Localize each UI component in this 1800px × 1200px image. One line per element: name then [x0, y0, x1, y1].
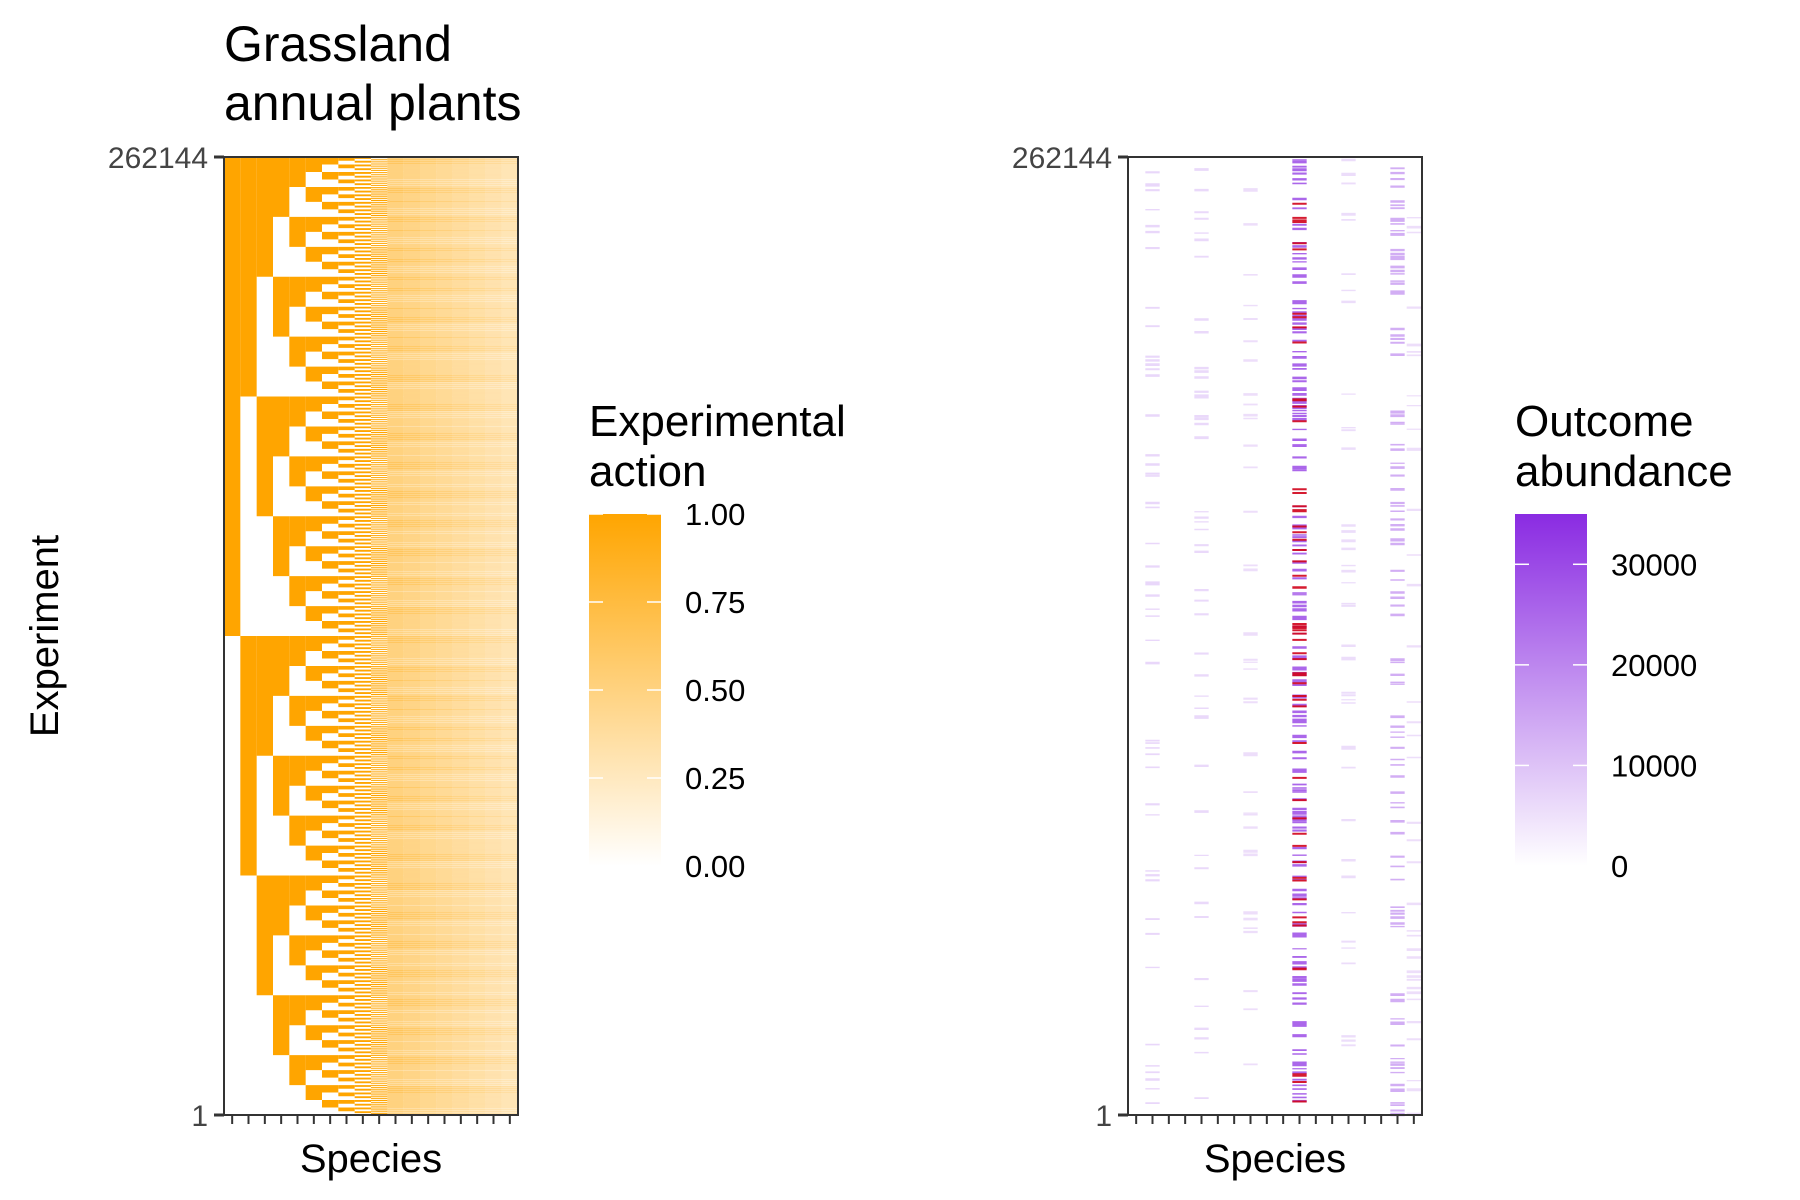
legend-title-line-1: Outcome — [1515, 397, 1694, 446]
species-column-1 — [224, 157, 241, 636]
species-column-15 — [452, 157, 469, 1115]
legend-tick-label-0.00: 0.00 — [685, 849, 745, 884]
abundance-column-2 — [1145, 171, 1160, 1105]
legend-title-line-1: Experimental — [589, 397, 846, 446]
species-column-7 — [322, 157, 339, 1108]
chart-title-line-2: annual plants — [224, 75, 521, 131]
species-column-2 — [240, 157, 257, 876]
species-column-9 — [354, 157, 371, 1114]
panel-experimental-action: Grassland annual plants 262144 1 Species… — [23, 16, 521, 1181]
x-axis-label: Species — [1204, 1137, 1346, 1181]
abundance-column-14 — [1341, 158, 1356, 1047]
legend-experimental-action: Experimental action 0.00 0.25 0.50 0.75 1.00 — [589, 397, 846, 884]
legend-tick-label-0.75: 0.75 — [685, 585, 745, 620]
y-axis-label: Experiment — [23, 535, 67, 737]
species-column-4 — [273, 157, 290, 1056]
legend-title-line-2: abundance — [1515, 447, 1733, 496]
panel2-border — [1127, 156, 1423, 1116]
species-column-11 — [387, 157, 404, 1115]
legend-tick-label-0: 0 — [1611, 849, 1628, 884]
species-column-8 — [338, 157, 355, 1112]
legend-colorbar — [1515, 514, 1587, 866]
species-column-6 — [305, 157, 322, 1101]
legend-tick-label-10000: 10000 — [1611, 748, 1697, 783]
legend-tick-label-1.00: 1.00 — [685, 497, 745, 532]
species-column-3 — [256, 157, 273, 996]
legend-outcome-abundance: Outcome abundance 0 10000 20000 30000 — [1515, 397, 1733, 884]
legend-ticks: 0.00 0.25 0.50 0.75 1.00 — [589, 497, 745, 884]
y-tick-label-bottom: 1 — [1095, 1100, 1112, 1133]
species-column-10 — [371, 157, 388, 1115]
x-axis-label: Species — [300, 1137, 442, 1181]
heatmap-outcome-abundance — [1145, 158, 1421, 1117]
x-ticks-panel1 — [231, 1115, 511, 1124]
species-column-12 — [403, 157, 420, 1115]
y-tick-label-top: 262144 — [1012, 142, 1112, 175]
species-column-18 — [501, 157, 518, 1115]
species-column-14 — [436, 157, 453, 1115]
species-column-16 — [469, 157, 486, 1115]
abundance-column-18 — [1406, 217, 1421, 1115]
species-column-5 — [289, 157, 306, 1086]
legend-title-line-2: action — [589, 447, 706, 496]
abundance-extreme-column-11 — [1292, 202, 1307, 1103]
legend-tick-label-0.50: 0.50 — [685, 673, 745, 708]
abundance-column-11 — [1292, 159, 1307, 1103]
species-column-13 — [420, 157, 437, 1115]
panel1-border — [223, 156, 519, 1116]
species-column-17 — [485, 157, 502, 1115]
y-tick-label-top: 262144 — [108, 142, 208, 175]
legend-tick-label-0.25: 0.25 — [685, 761, 745, 796]
abundance-column-5 — [1194, 168, 1209, 1100]
legend-tick-label-30000: 30000 — [1611, 547, 1697, 582]
abundance-column-8 — [1243, 188, 1258, 1066]
legend-tick-label-20000: 20000 — [1611, 648, 1697, 683]
heatmap-experimental-action — [224, 157, 518, 1115]
abundance-column-17 — [1390, 167, 1405, 1117]
x-ticks-panel2 — [1135, 1115, 1415, 1124]
chart-title-line-1: Grassland — [224, 16, 452, 72]
legend-ticks: 0 10000 20000 30000 — [1515, 547, 1697, 884]
y-tick-label-bottom: 1 — [191, 1100, 208, 1133]
panel-outcome-abundance: 262144 1 Species — [1012, 142, 1423, 1181]
